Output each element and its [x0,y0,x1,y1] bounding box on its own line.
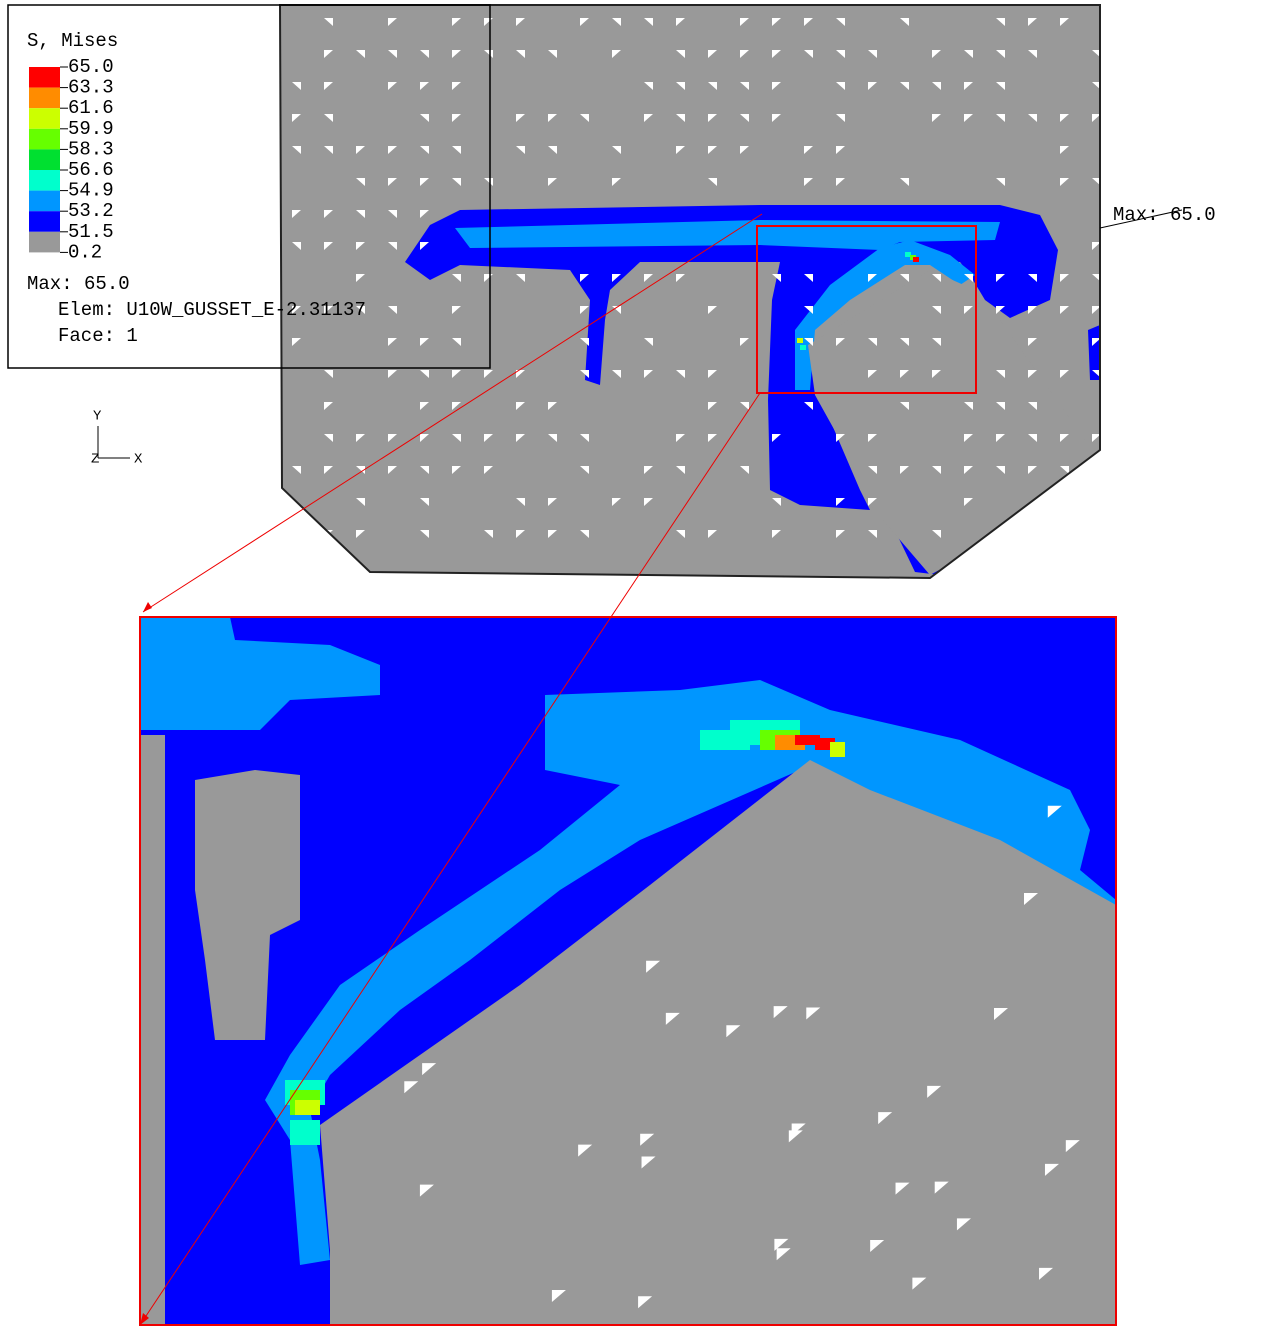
legend-swatch [29,108,60,129]
hotspot [800,345,806,350]
hotspot [830,742,845,757]
triad-label: Y [93,409,102,425]
legend-swatch [29,191,60,212]
legend-swatch [29,88,60,109]
results-viewport: S, Mises 65.063.361.659.958.356.654.953.… [0,0,1262,1327]
legend-label: 65.0 [68,56,114,78]
hotspot [290,1120,320,1145]
element-marker [1060,498,1069,506]
legend-label: 0.2 [68,241,102,263]
max-annotation: Max: 65.0 [1113,204,1216,226]
legend-swatch [29,170,60,191]
legend-label: 63.3 [68,77,114,99]
triad-label: X [134,452,143,468]
zoom-contour [140,617,1116,1325]
element-marker [1092,498,1101,506]
element-marker [1060,530,1069,538]
max-info: Max: 65.0 [27,273,130,295]
legend-label: 58.3 [68,138,114,160]
legend-label: 51.5 [68,221,114,243]
element-marker [1092,530,1101,538]
legend-label: 53.2 [68,200,114,222]
legend-label: 59.9 [68,118,114,140]
hotspot [797,338,803,343]
element-marker [996,530,1005,538]
legend-swatch [29,211,60,232]
legend-label: 61.6 [68,97,114,119]
legend-label: 56.6 [68,159,114,181]
legend-swatch [29,67,60,88]
hotspot [295,1100,320,1115]
contour-region [140,735,165,1325]
legend-label: 54.9 [68,180,114,202]
legend-swatch [29,232,60,253]
arrow-head [143,602,152,612]
legend-swatch [29,149,60,170]
element-marker [1092,466,1101,474]
legend-swatch [29,129,60,150]
face-info: Face: 1 [58,325,138,347]
element-marker [1028,530,1037,538]
legend: 65.063.361.659.958.356.654.953.251.50.2 [29,56,114,263]
legend-title: S, Mises [27,30,118,52]
hotspot [913,257,919,262]
triad-label: Z [91,452,99,468]
elem-info: Elem: U10W_GUSSET_E-2.31137 [58,299,366,321]
